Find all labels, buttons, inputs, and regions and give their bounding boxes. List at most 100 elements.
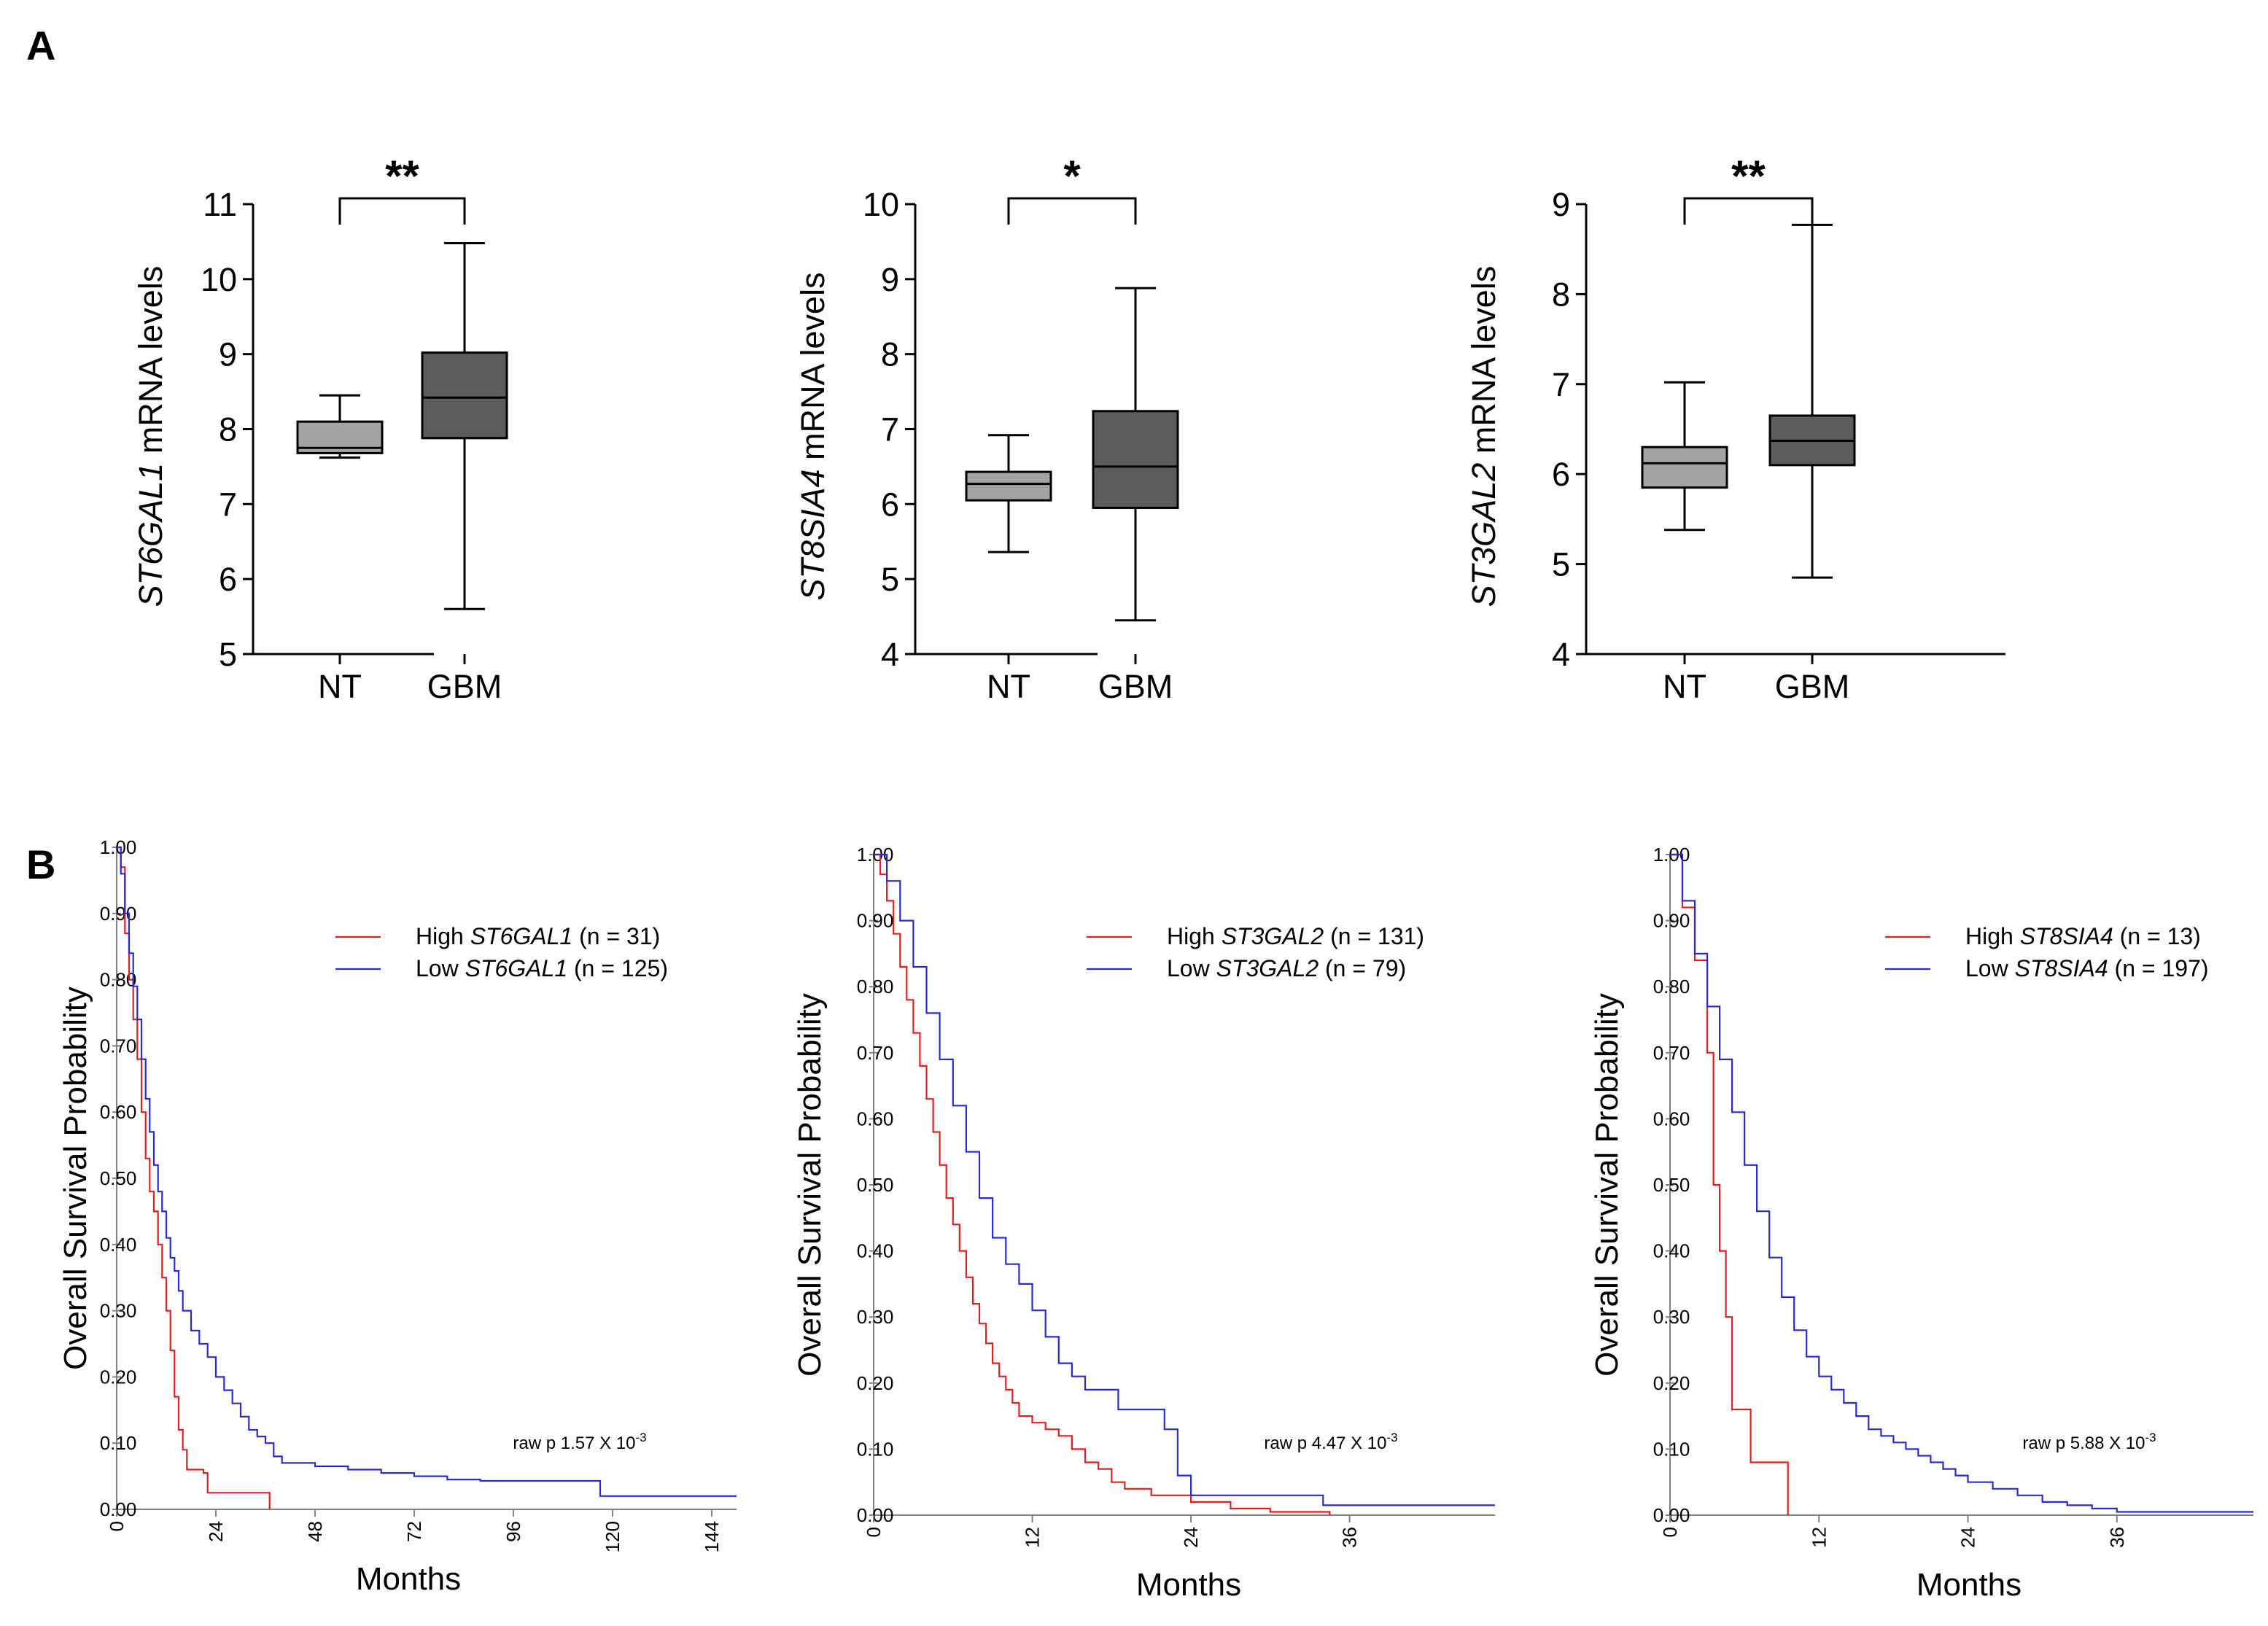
legend-label-high: High ST3GAL2 (n = 131)	[1167, 923, 1424, 949]
y-tick-label: 0.70	[1653, 1042, 1690, 1064]
y-tick-label: 0.00	[100, 1498, 137, 1520]
y-tick-label: 0.20	[857, 1372, 894, 1394]
legend-label-low: Low ST8SIA4 (n = 197)	[1965, 955, 2209, 981]
significance-bracket	[1683, 197, 1814, 225]
y-tick-label: 0.40	[857, 1240, 894, 1262]
y-tick-label: 0.70	[857, 1042, 894, 1064]
legend-label-high: High ST6GAL1 (n = 31)	[416, 923, 660, 949]
panel-label-b: B	[26, 841, 55, 887]
p-value-label: raw p 4.47 X 10-3	[1264, 1431, 1397, 1453]
x-tick-label: 12	[1022, 1527, 1044, 1548]
p-value-label: raw p 1.57 X 10-3	[513, 1431, 646, 1453]
y-tick-label: 6	[1552, 456, 1570, 493]
y-tick-label: 0.50	[1653, 1174, 1690, 1196]
x-tick-label: 36	[1339, 1527, 1361, 1548]
category-label: NT	[1663, 668, 1706, 705]
y-tick-label: 9	[881, 261, 899, 298]
y-tick-label: 9	[1552, 186, 1570, 223]
category-label: GBM	[1775, 668, 1850, 705]
x-tick-label: 0	[863, 1527, 885, 1537]
charts-layer: 5 6 7 8 9 10 11 ST6GAL1 mRNA levels NT GBM ** 4 5 6 7 8…	[58, 152, 2253, 1603]
y-axis-label: Overall Survival Probability	[1589, 993, 1625, 1377]
y-axis-label: Overall Survival Probability	[58, 987, 93, 1370]
boxplot-3: 4 5 6 7 8 9 ST3GAL2 mRNA levels NT GBM **	[1465, 152, 2005, 705]
y-tick-label: 4	[881, 636, 899, 673]
y-tick-label: 0.70	[100, 1035, 137, 1057]
category-label: NT	[318, 668, 362, 705]
y-tick-label: 0.50	[100, 1167, 137, 1189]
km-plot-3: 0.00 0.10 0.20 0.30 0.40 0.50 0.60 0.70 0.80 0.90…	[1589, 844, 2253, 1603]
y-tick-label: 8	[881, 336, 899, 373]
box-iqr	[1641, 446, 1728, 489]
box-iqr	[421, 351, 508, 440]
x-tick-label: 36	[2106, 1527, 2128, 1548]
km-curve-low	[1670, 853, 2253, 1513]
y-tick-label: 7	[1552, 366, 1570, 403]
x-axis-label: Months	[1916, 1567, 2022, 1603]
y-axis-label: Overall Survival Probability	[792, 993, 828, 1377]
y-tick-label: 7	[219, 486, 237, 523]
y-tick-label: 9	[219, 336, 237, 373]
y-tick-label: 0.40	[100, 1234, 137, 1256]
km-curve-low	[117, 846, 737, 1497]
y-tick-label: 0.60	[1653, 1108, 1690, 1129]
y-tick-label: 0.60	[100, 1101, 137, 1123]
y-tick-label: 0.90	[100, 903, 137, 925]
y-tick-label: 8	[1552, 276, 1570, 313]
x-tick-label: 48	[304, 1521, 326, 1542]
y-tick-label: 0.00	[1653, 1504, 1690, 1526]
x-tick-label: 12	[1808, 1527, 1830, 1548]
boxplot-1: 5 6 7 8 9 10 11 ST6GAL1 mRNA levels NT GBM **	[132, 152, 508, 705]
y-tick-label: 10	[201, 261, 237, 298]
y-tick-label: 4	[1552, 636, 1570, 673]
y-tick-label: 0.60	[857, 1108, 894, 1129]
category-label: NT	[987, 668, 1030, 705]
significance-stars: *	[1063, 152, 1081, 201]
y-tick-label: 5	[881, 561, 899, 598]
km-curve-high	[117, 846, 271, 1509]
x-tick-label: 0	[1659, 1527, 1681, 1537]
category-label: GBM	[427, 668, 502, 705]
y-tick-label: 0.40	[1653, 1240, 1690, 1262]
y-tick-label: 0.80	[1653, 976, 1690, 997]
significance-bracket	[1007, 197, 1137, 225]
legend-label-low: Low ST6GAL1 (n = 125)	[416, 955, 668, 981]
y-tick-label: 8	[219, 411, 237, 448]
y-tick-label: 6	[881, 486, 899, 523]
box-iqr	[1092, 410, 1179, 509]
y-tick-label: 0.50	[857, 1174, 894, 1196]
y-axis-label: ST6GAL1 mRNA levels	[132, 266, 169, 607]
y-tick-label: 0.10	[857, 1438, 894, 1460]
y-tick-label: 0.30	[857, 1306, 894, 1328]
km-plot-1: 0.000.100.200.300.400.500.600.700.800.90…	[58, 836, 737, 1597]
significance-stars: **	[385, 152, 419, 201]
significance-bracket	[338, 197, 466, 225]
category-label: GBM	[1098, 668, 1173, 705]
y-tick-label: 10	[863, 186, 899, 223]
panel-label-a: A	[26, 23, 55, 69]
y-tick-label: 5	[219, 636, 237, 673]
y-tick-label: 7	[881, 411, 899, 448]
y-tick-label: 0.30	[1653, 1306, 1690, 1328]
y-tick-label: 0.20	[100, 1366, 137, 1388]
y-axis-label: ST3GAL2 mRNA levels	[1465, 266, 1502, 607]
significance-stars: **	[1731, 152, 1766, 201]
y-tick-label: 0.00	[857, 1504, 894, 1526]
x-tick-label: 24	[1957, 1527, 1979, 1548]
km-plot-2: 0.00 0.10 0.20 0.30 0.40 0.50 0.60 0.70 0.80 0.90…	[792, 844, 1495, 1603]
km-curve-low	[874, 853, 1495, 1506]
km-curve-high	[874, 853, 1331, 1515]
x-tick-label: 144	[701, 1521, 723, 1552]
x-tick-label: 96	[502, 1521, 524, 1542]
box-iqr	[965, 470, 1052, 502]
y-tick-label: 0.20	[1653, 1372, 1690, 1394]
y-tick-label: 0.30	[100, 1300, 137, 1322]
y-tick-label: 0.90	[1653, 910, 1690, 932]
y-tick-label: 0.90	[857, 910, 894, 932]
x-axis-label: Months	[356, 1561, 461, 1597]
x-tick-label: 72	[403, 1521, 425, 1542]
legend-label-high: High ST8SIA4 (n = 13)	[1965, 923, 2201, 949]
y-tick-label: 5	[1552, 546, 1570, 583]
y-tick-label: 0.80	[857, 976, 894, 997]
